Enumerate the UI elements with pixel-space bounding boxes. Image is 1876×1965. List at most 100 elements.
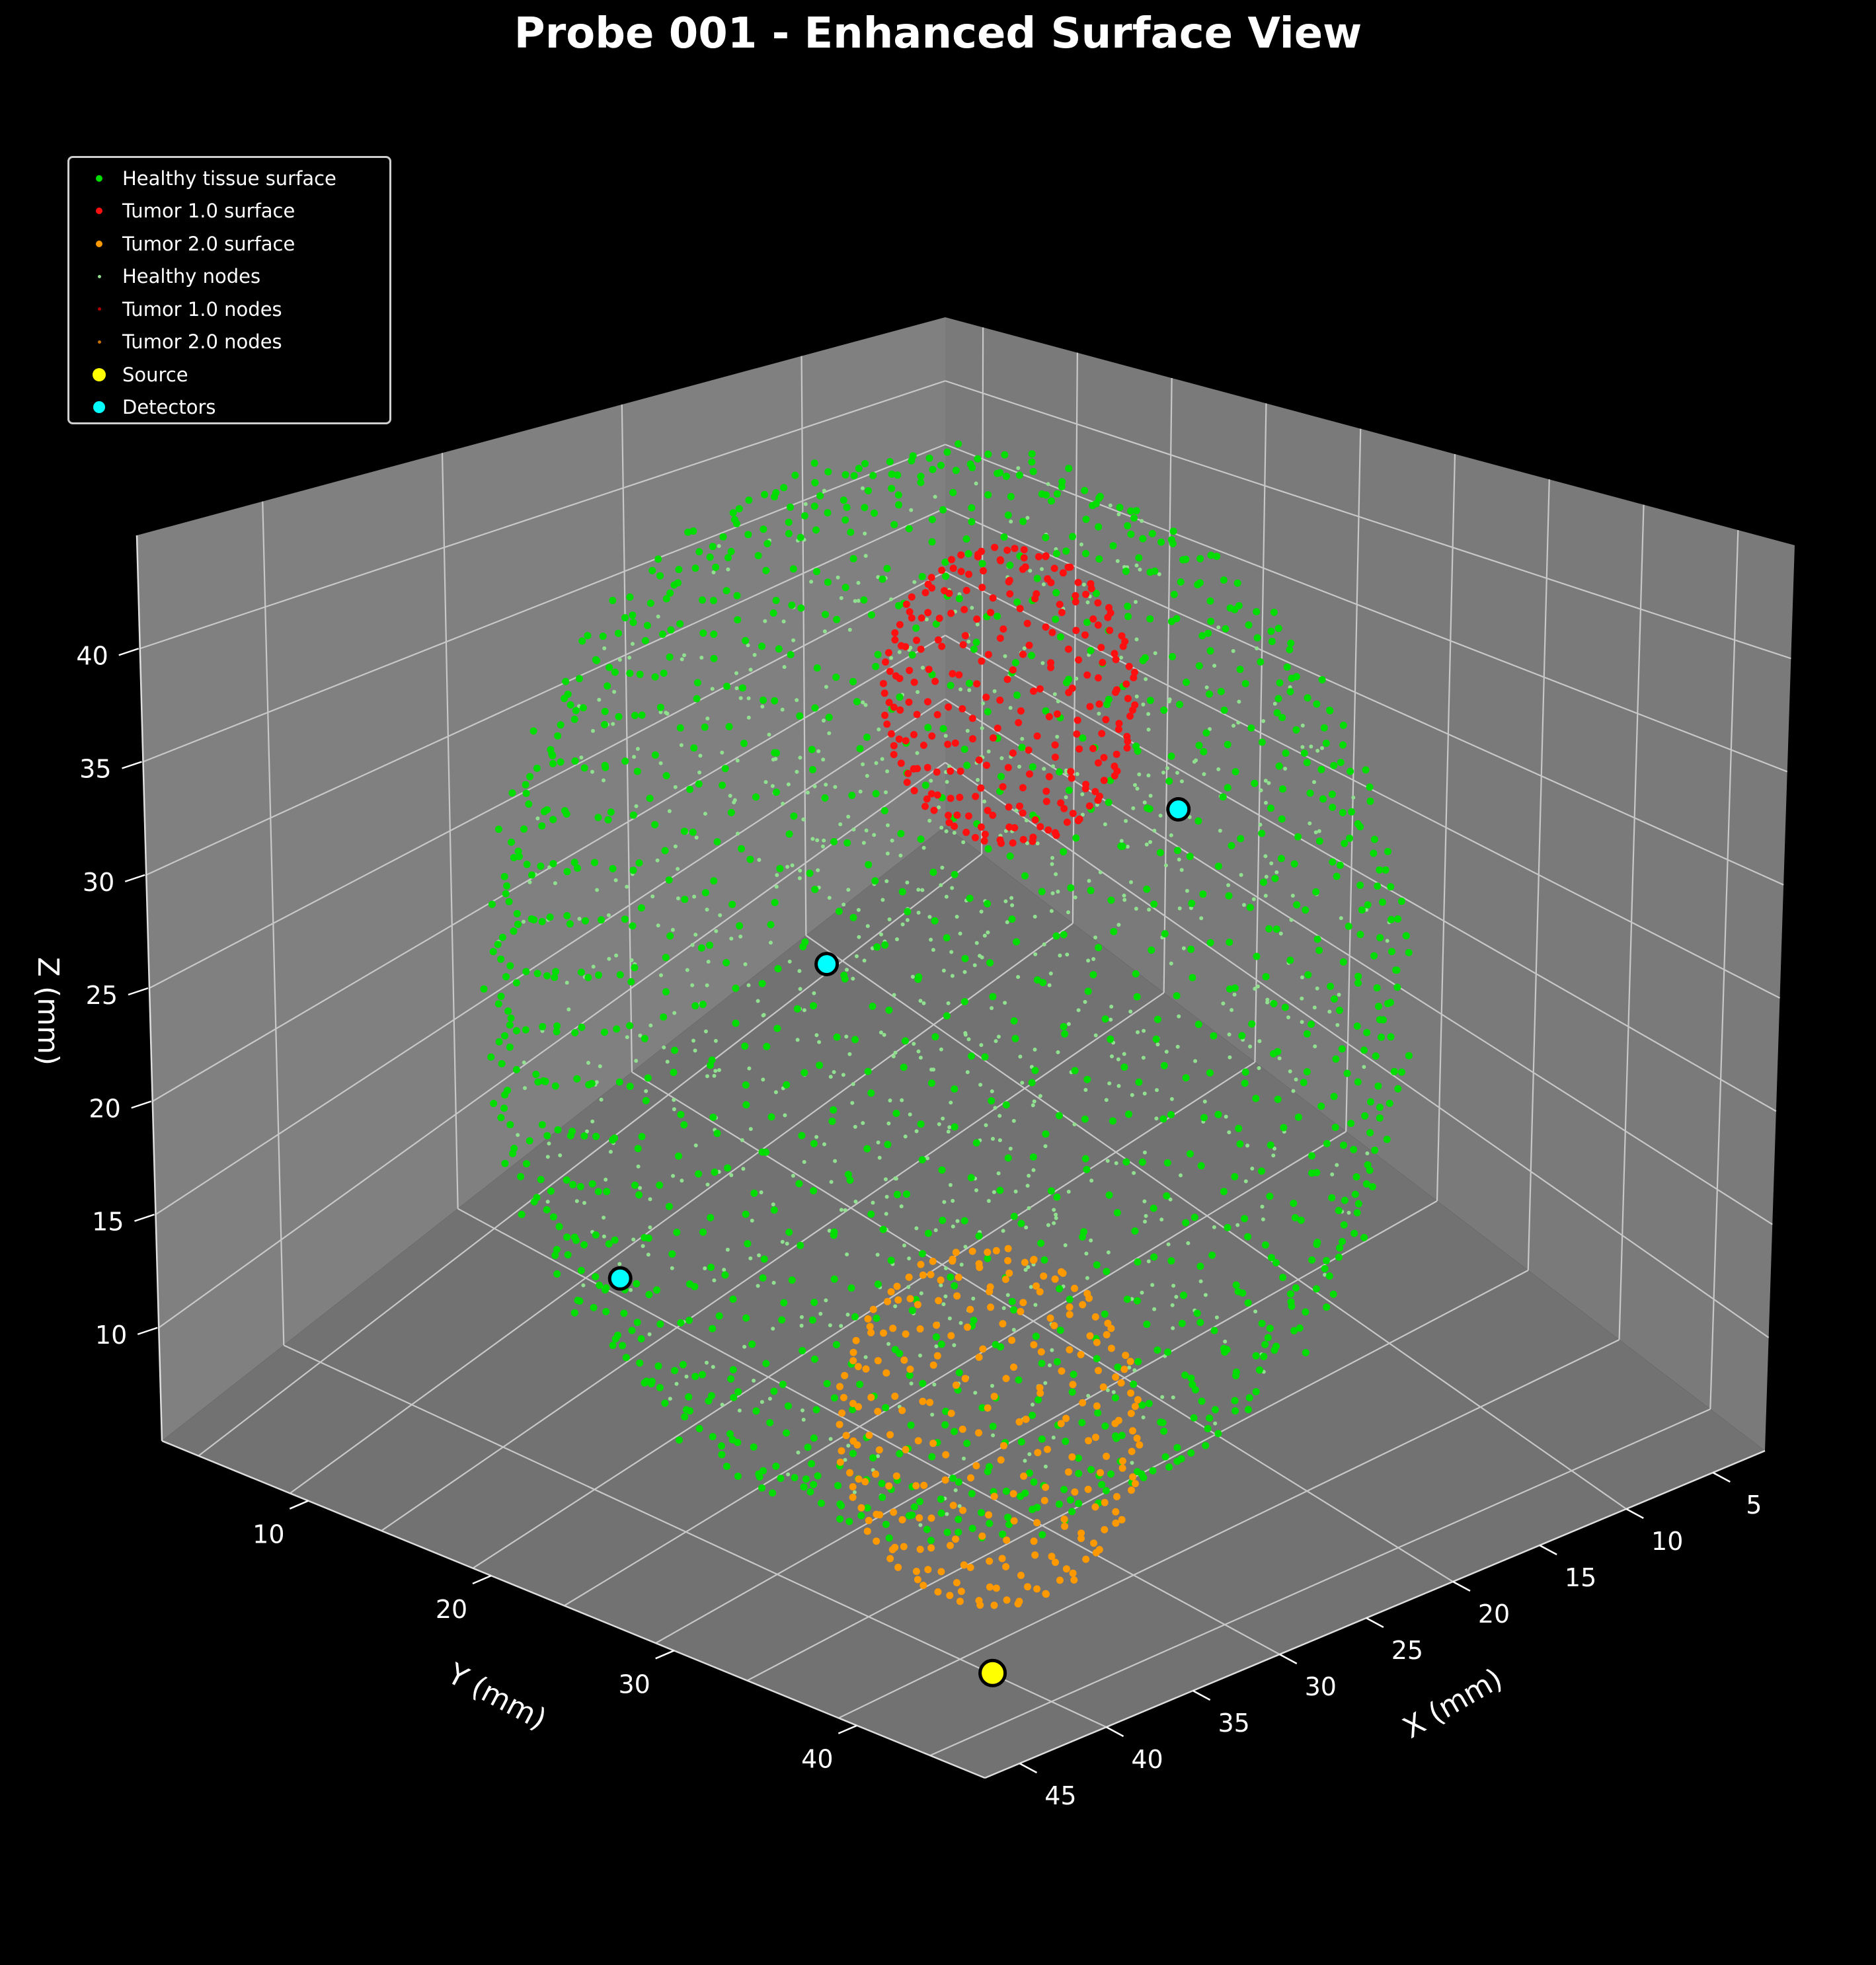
healthy-node-point	[648, 1225, 652, 1229]
healthy-surface-point	[681, 896, 689, 904]
healthy-node-point	[625, 884, 629, 889]
tumor-2-surface-point	[1048, 1553, 1056, 1560]
tumor-1-surface-point	[1064, 645, 1072, 653]
healthy-surface-point	[850, 472, 858, 480]
healthy-surface-point	[1029, 1153, 1037, 1161]
healthy-surface-point	[1132, 742, 1140, 750]
healthy-node-point	[1154, 1116, 1159, 1121]
healthy-node-point	[672, 1107, 676, 1112]
healthy-node-point	[1177, 906, 1182, 911]
healthy-surface-point	[1366, 797, 1374, 805]
healthy-surface-point	[1160, 1061, 1168, 1069]
healthy-node-point	[1085, 600, 1090, 605]
healthy-node-point	[1242, 903, 1246, 907]
healthy-surface-point	[763, 1042, 771, 1050]
tumor-1-surface-point	[984, 650, 992, 658]
grid-x-floor	[198, 853, 982, 1457]
healthy-surface-point	[1039, 979, 1047, 987]
healthy-node-point	[761, 1077, 765, 1082]
healthy-surface-point	[1004, 1154, 1012, 1162]
healthy-surface-point	[896, 1450, 904, 1457]
healthy-surface-point	[1206, 597, 1214, 605]
healthy-surface-point	[861, 504, 869, 512]
tumor-2-surface-point	[967, 1474, 974, 1482]
healthy-surface-point	[1390, 1067, 1398, 1075]
healthy-surface-point	[1160, 707, 1168, 714]
healthy-surface-point	[1157, 538, 1165, 546]
tumor-1-surface-point	[1003, 675, 1011, 683]
healthy-surface-point	[646, 599, 654, 607]
healthy-surface-point	[1095, 494, 1103, 502]
tumor-2-surface-point	[1064, 1468, 1072, 1476]
healthy-node-point	[763, 780, 768, 785]
healthy-node-point	[1263, 894, 1268, 898]
healthy-surface-point	[847, 528, 855, 536]
healthy-node-point	[1289, 917, 1294, 922]
healthy-node-point	[1171, 1326, 1175, 1330]
healthy-node-point	[773, 757, 778, 761]
healthy-surface-point	[821, 794, 829, 802]
tumor-2-surface-point	[992, 1247, 1000, 1254]
tumor-1-surface-point	[972, 833, 979, 841]
healthy-surface-point	[908, 1307, 916, 1315]
tumor-1-surface-point	[1098, 730, 1106, 738]
tumor-2-surface-point	[886, 1431, 894, 1439]
healthy-surface-point	[635, 859, 643, 867]
healthy-node-point	[958, 931, 962, 936]
tumor-1-surface-point	[994, 724, 1001, 732]
healthy-surface-point	[539, 1022, 547, 1030]
healthy-node-point	[756, 1284, 760, 1288]
healthy-node-point	[966, 639, 971, 644]
healthy-surface-point	[1122, 1158, 1130, 1166]
healthy-node-point	[1084, 1251, 1089, 1256]
healthy-node-point	[822, 1142, 826, 1147]
healthy-node-point	[1079, 542, 1083, 547]
tumor-1-surface-point	[947, 609, 955, 617]
tumor-2-surface-point	[912, 1568, 920, 1575]
healthy-surface-point	[1244, 1299, 1252, 1307]
tumor-1-surface-point	[1115, 720, 1123, 728]
healthy-surface-point	[1286, 688, 1294, 695]
healthy-surface-point	[951, 1428, 958, 1436]
healthy-surface-point	[729, 509, 737, 517]
healthy-surface-point	[1127, 530, 1135, 538]
healthy-surface-point	[1173, 1444, 1181, 1451]
healthy-node-point	[1243, 1179, 1248, 1184]
healthy-surface-point	[497, 993, 505, 1000]
tumor-2-surface-point	[867, 1393, 875, 1401]
healthy-node-point	[717, 1068, 721, 1072]
healthy-surface-point	[662, 772, 670, 780]
healthy-surface-point	[1056, 768, 1064, 776]
healthy-surface-point	[912, 624, 920, 632]
healthy-surface-point	[878, 1480, 886, 1487]
healthy-node-point	[768, 941, 773, 945]
healthy-node-point	[832, 1070, 836, 1074]
tumor-1-surface-point	[908, 614, 916, 622]
healthy-surface-point	[856, 745, 864, 753]
healthy-surface-point	[788, 1276, 796, 1284]
tumor-2-surface-point	[1033, 1519, 1041, 1527]
healthy-surface-point	[1244, 1406, 1252, 1414]
healthy-node-point	[1048, 1363, 1052, 1368]
healthy-surface-point	[978, 560, 986, 568]
healthy-surface-point	[830, 1394, 838, 1402]
healthy-node-point	[1087, 878, 1091, 883]
healthy-surface-point	[729, 1295, 737, 1303]
healthy-node-point	[690, 943, 695, 947]
healthy-surface-point	[1228, 842, 1235, 849]
healthy-surface-point	[619, 1342, 627, 1350]
healthy-surface-point	[1107, 777, 1114, 785]
healthy-node-point	[1300, 975, 1304, 980]
healthy-surface-point	[1161, 930, 1169, 938]
healthy-surface-point	[1033, 1504, 1041, 1512]
healthy-surface-point	[966, 894, 974, 902]
healthy-surface-point	[1354, 979, 1362, 987]
healthy-surface-point	[896, 693, 904, 701]
healthy-surface-point	[588, 1180, 596, 1188]
healthy-surface-point	[981, 1053, 989, 1061]
healthy-node-point	[855, 954, 859, 958]
tumor-2-surface-point	[990, 1393, 998, 1401]
healthy-surface-point	[762, 566, 770, 574]
tumor-1-surface-point	[1051, 753, 1059, 761]
healthy-node-point	[1181, 946, 1186, 950]
